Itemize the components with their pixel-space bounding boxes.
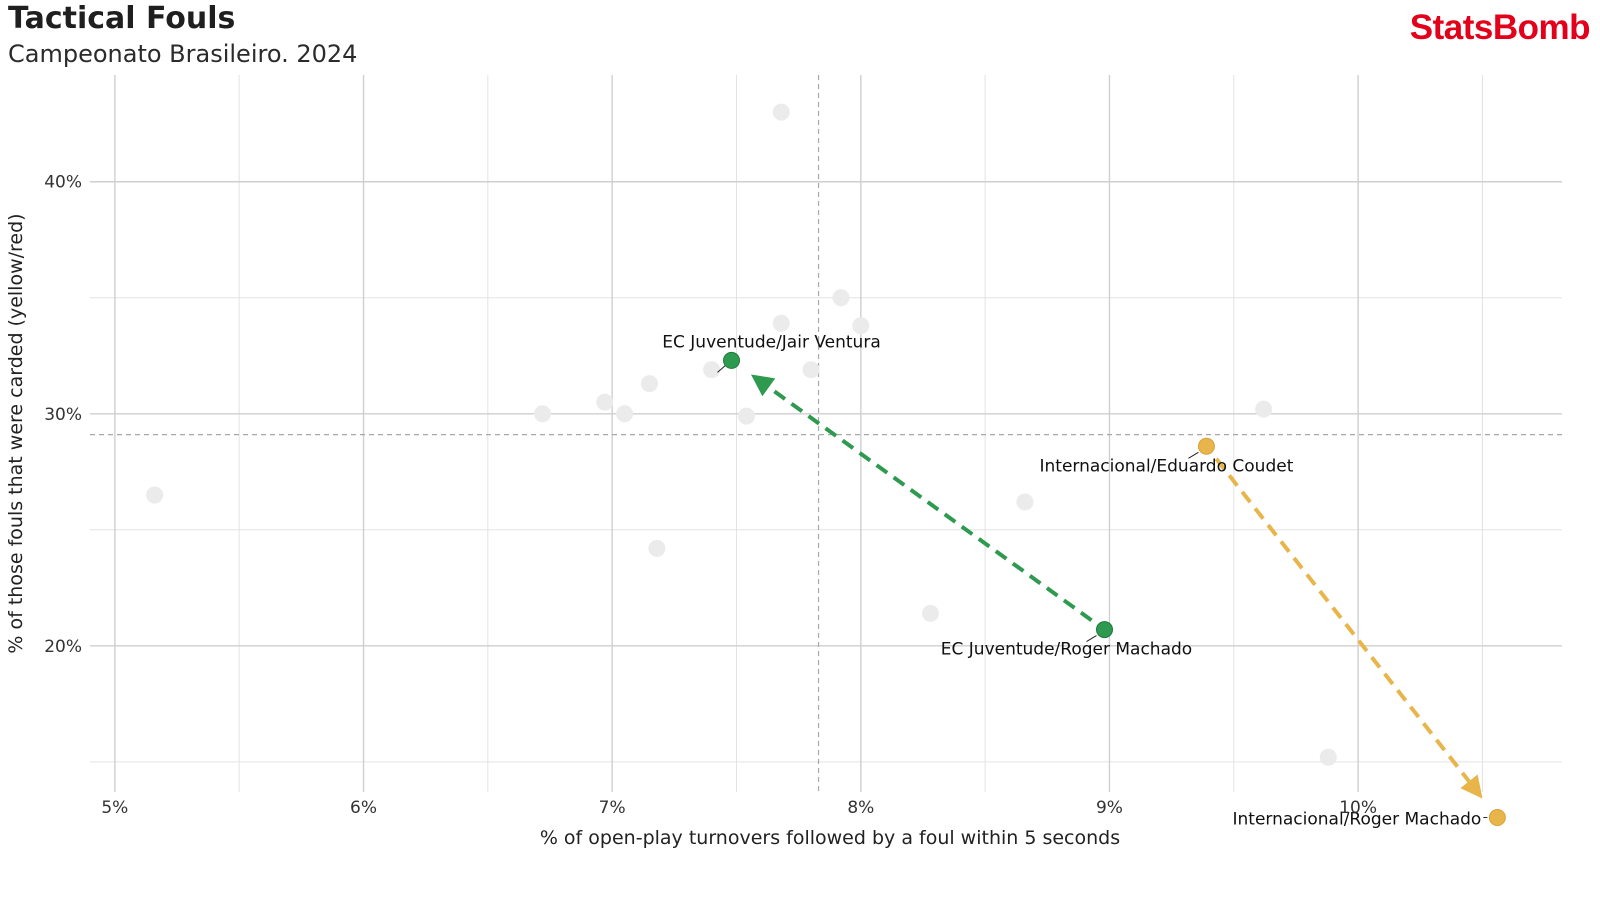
internacional-arrow-line [1214, 457, 1471, 783]
internacional-roger-machado-label: Internacional/Roger Machado [1233, 810, 1482, 830]
y-tick-label: 40% [44, 173, 82, 193]
internacional-roger-machado-point [1488, 809, 1506, 827]
x-tick-label: 7% [599, 798, 626, 818]
internacional-eduardo-coudet-point [1197, 437, 1215, 455]
background-points [146, 103, 1337, 766]
internacional-eduardo-coudet-leader [1188, 451, 1199, 459]
internacional-eduardo-coudet-label: Internacional/Eduardo Coudet [1039, 456, 1293, 476]
internacional-arrowhead [1460, 774, 1483, 799]
x-tick-label: 10% [1339, 798, 1377, 818]
x-tick-label: 5% [101, 798, 128, 818]
arrows [750, 374, 1483, 799]
chart-subtitle: Campeonato Brasileiro. 2024 [8, 40, 358, 68]
y-tick-label: 20% [44, 637, 82, 657]
juventude-jair-ventura-leader [717, 365, 726, 373]
background-point [852, 317, 870, 335]
background-point [596, 393, 614, 411]
juventude-jair-ventura-label: EC Juventude/Jair Ventura [662, 332, 880, 352]
background-point [1016, 493, 1034, 511]
x-tick-label: 9% [1096, 798, 1123, 818]
background-point [772, 103, 790, 121]
juventude-jair-ventura-point [723, 351, 741, 369]
background-point [772, 314, 790, 332]
x-tick-labels: 5% 6% 7% 8% 9% 10% [101, 798, 1377, 818]
background-point [737, 407, 755, 425]
highlighted-points: EC Juventude/Jair Ventura EC Juventude/Ro… [662, 332, 1506, 830]
x-tick-label: 6% [350, 798, 377, 818]
y-tick-labels: 20% 30% 40% [44, 173, 82, 657]
background-point [921, 604, 939, 622]
juventude-roger-machado-point [1095, 621, 1113, 639]
background-point [616, 405, 634, 423]
grid-lines [90, 75, 1562, 792]
background-point [146, 486, 164, 504]
background-point [832, 289, 850, 307]
background-point [802, 361, 820, 379]
juventude-roger-machado-label: EC Juventude/Roger Machado [941, 640, 1192, 660]
background-point [703, 361, 721, 379]
y-axis-label: % of those fouls that were carded (yello… [5, 213, 27, 653]
background-point [640, 375, 658, 393]
chart-title: Tactical Fouls [8, 1, 236, 36]
x-tick-label: 8% [847, 798, 874, 818]
x-axis-label: % of open-play turnovers followed by a f… [540, 827, 1120, 849]
background-point [534, 405, 552, 423]
y-tick-label: 30% [44, 405, 82, 425]
background-point [1255, 400, 1273, 418]
background-point [1319, 748, 1337, 766]
juventude-arrowhead [750, 374, 776, 397]
juventude-arrow-line [767, 385, 1093, 622]
statsbomb-logo: StatsBomb [1409, 8, 1591, 47]
mean-lines [90, 75, 1562, 792]
background-point [648, 539, 666, 557]
juventude-roger-machado-leader [1086, 635, 1097, 643]
